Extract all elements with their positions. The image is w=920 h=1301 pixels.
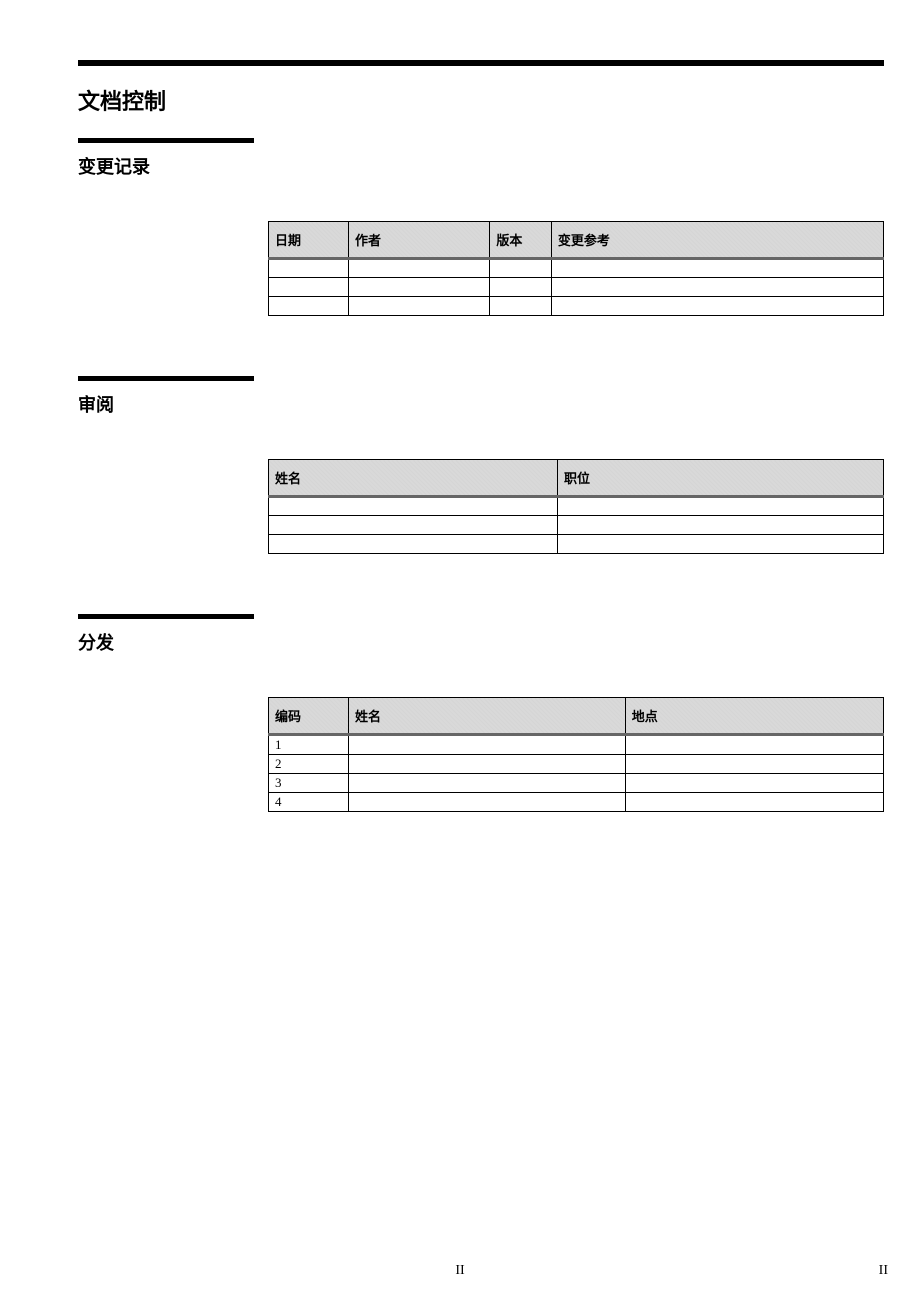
table-cell <box>490 278 552 297</box>
footer-page-right: II <box>879 1263 888 1279</box>
change-log-table: 日期 作者 版本 变更参考 <box>268 221 884 316</box>
table-row: 2 <box>269 755 884 774</box>
section-title-review: 审阅 <box>78 391 880 417</box>
review-table-wrap: 姓名 职位 <box>268 459 884 554</box>
col-position: 职位 <box>558 460 884 497</box>
table-row <box>269 278 884 297</box>
table-cell <box>348 735 625 755</box>
document-page: 文档控制 变更记录 日期 作者 版本 变更参考 <box>0 0 920 912</box>
table-cell <box>551 278 883 297</box>
table-row <box>269 497 884 516</box>
table-cell <box>625 774 883 793</box>
section-distribute: 分发 编码 姓名 地点 1234 <box>78 614 880 812</box>
table-row <box>269 297 884 316</box>
top-rule <box>78 60 884 66</box>
table-cell <box>625 793 883 812</box>
review-tbody <box>269 497 884 554</box>
table-cell <box>558 535 884 554</box>
table-row <box>269 259 884 278</box>
table-cell: 1 <box>269 735 349 755</box>
footer-page-center: II <box>455 1263 464 1279</box>
table-cell: 4 <box>269 793 349 812</box>
col-date: 日期 <box>269 222 349 259</box>
table-cell <box>269 516 558 535</box>
col-place: 地点 <box>625 698 883 735</box>
table-cell <box>269 297 349 316</box>
col-version: 版本 <box>490 222 552 259</box>
table-cell <box>551 259 883 278</box>
distribute-table: 编码 姓名 地点 1234 <box>268 697 884 812</box>
change-log-table-wrap: 日期 作者 版本 变更参考 <box>268 221 884 316</box>
section-title-change-log: 变更记录 <box>78 153 880 179</box>
section-change-log: 变更记录 日期 作者 版本 变更参考 <box>78 138 880 316</box>
table-header-row: 日期 作者 版本 变更参考 <box>269 222 884 259</box>
col-ref: 变更参考 <box>551 222 883 259</box>
main-title: 文档控制 <box>78 84 880 116</box>
review-table: 姓名 职位 <box>268 459 884 554</box>
distribute-tbody: 1234 <box>269 735 884 812</box>
table-cell <box>348 755 625 774</box>
col-name: 姓名 <box>348 698 625 735</box>
table-cell <box>269 535 558 554</box>
table-cell <box>269 497 558 516</box>
change-log-tbody <box>269 259 884 316</box>
table-cell <box>551 297 883 316</box>
table-cell <box>625 735 883 755</box>
table-cell <box>490 259 552 278</box>
table-cell <box>348 774 625 793</box>
section-review: 审阅 姓名 职位 <box>78 376 880 554</box>
table-cell <box>269 259 349 278</box>
col-name: 姓名 <box>269 460 558 497</box>
table-header-row: 姓名 职位 <box>269 460 884 497</box>
table-header-row: 编码 姓名 地点 <box>269 698 884 735</box>
table-cell <box>348 278 489 297</box>
table-cell <box>625 755 883 774</box>
table-row: 1 <box>269 735 884 755</box>
table-cell: 3 <box>269 774 349 793</box>
section-rule <box>78 138 254 143</box>
table-cell <box>348 259 489 278</box>
table-row: 3 <box>269 774 884 793</box>
distribute-table-wrap: 编码 姓名 地点 1234 <box>268 697 884 812</box>
section-title-distribute: 分发 <box>78 629 880 655</box>
table-cell: 2 <box>269 755 349 774</box>
table-row: 4 <box>269 793 884 812</box>
col-author: 作者 <box>348 222 489 259</box>
table-cell <box>558 516 884 535</box>
section-rule <box>78 614 254 619</box>
table-cell <box>490 297 552 316</box>
section-rule <box>78 376 254 381</box>
table-cell <box>348 793 625 812</box>
table-cell <box>558 497 884 516</box>
table-cell <box>348 297 489 316</box>
col-code: 编码 <box>269 698 349 735</box>
table-row <box>269 516 884 535</box>
table-cell <box>269 278 349 297</box>
table-row <box>269 535 884 554</box>
